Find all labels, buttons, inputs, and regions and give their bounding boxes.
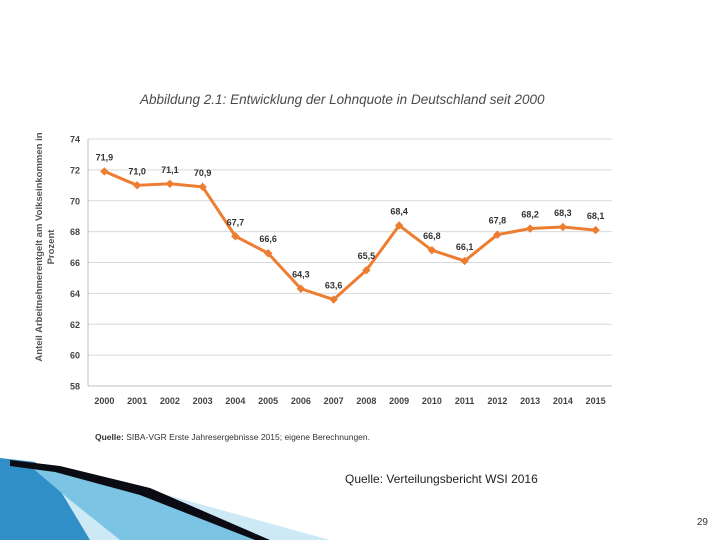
- chart-title: Abbildung 2.1: Entwicklung der Lohnquote…: [140, 92, 545, 107]
- data-label: 63,6: [325, 281, 343, 291]
- series-line: [103, 170, 596, 302]
- data-point: [198, 182, 207, 192]
- data-point: [165, 179, 175, 188]
- data-label: 68,3: [554, 208, 572, 218]
- chart-source-label: Quelle:: [95, 432, 124, 442]
- y-tick-label: 74: [70, 135, 80, 145]
- data-label: 67,8: [489, 216, 507, 226]
- y-tick-label: 60: [70, 351, 80, 361]
- data-point: [525, 224, 535, 233]
- y-tick-label: 64: [70, 289, 80, 299]
- data-point: [263, 249, 273, 258]
- data-point: [329, 295, 338, 304]
- data-label: 71,0: [128, 166, 146, 176]
- swoosh-dark: [10, 460, 270, 540]
- data-label: 66,1: [456, 242, 474, 252]
- x-tick-label: 2010: [422, 396, 442, 406]
- x-tick-label: 2015: [586, 396, 606, 406]
- chart-source-text: SIBA-VGR Erste Jahresergebnisse 2015; ei…: [126, 432, 371, 442]
- x-tick-label: 2005: [258, 396, 278, 406]
- x-tick-label: 2004: [225, 396, 245, 406]
- data-label: 66,8: [423, 231, 441, 241]
- x-tick-label: 2011: [455, 396, 475, 406]
- x-tick-label: 2009: [389, 396, 409, 406]
- swoosh-blue: [0, 458, 90, 540]
- x-tick-label: 2013: [520, 396, 540, 406]
- data-label: 71,9: [96, 152, 114, 162]
- x-tick-label: 2012: [487, 396, 507, 406]
- x-tick-label: 2007: [324, 396, 344, 406]
- page-number: 29: [696, 517, 708, 528]
- data-label: 65,5: [358, 251, 376, 261]
- swoosh-mid: [30, 466, 260, 540]
- x-tick-label: 2002: [160, 396, 180, 406]
- data-point: [100, 167, 109, 176]
- data-label: 70,9: [194, 168, 212, 178]
- y-tick-label: 70: [70, 196, 80, 206]
- data-label: 68,4: [390, 206, 408, 216]
- x-tick-label: 2014: [553, 396, 573, 406]
- data-label: 68,1: [587, 211, 605, 221]
- y-tick-label: 72: [70, 165, 80, 175]
- data-label: 66,6: [259, 234, 277, 244]
- y-tick-label: 58: [70, 382, 80, 392]
- data-point: [558, 222, 568, 232]
- chart-source-note: Quelle: SIBA-VGR Erste Jahresergebnisse …: [95, 432, 370, 442]
- data-point: [591, 225, 600, 235]
- data-point: [231, 232, 240, 241]
- y-tick-label: 66: [70, 258, 80, 268]
- data-label: 64,3: [292, 270, 310, 280]
- x-tick-label: 2003: [193, 396, 213, 406]
- data-point: [394, 221, 404, 230]
- data-label: 68,2: [521, 210, 539, 220]
- data-point: [460, 256, 469, 266]
- data-label: 67,7: [227, 217, 245, 227]
- data-label: 71,1: [161, 165, 179, 175]
- data-point: [493, 230, 502, 239]
- y-tick-label: 62: [70, 320, 80, 330]
- y-tick-label: 68: [70, 227, 80, 237]
- x-tick-label: 2001: [127, 396, 147, 406]
- x-tick-label: 2008: [356, 396, 376, 406]
- data-point: [296, 284, 306, 293]
- slide-source: Quelle: Verteilungsbericht WSI 2016: [345, 472, 538, 486]
- x-tick-label: 2006: [291, 396, 311, 406]
- data-point: [362, 266, 371, 275]
- data-point: [132, 181, 142, 190]
- data-point: [427, 245, 437, 255]
- x-tick-label: 2000: [94, 396, 114, 406]
